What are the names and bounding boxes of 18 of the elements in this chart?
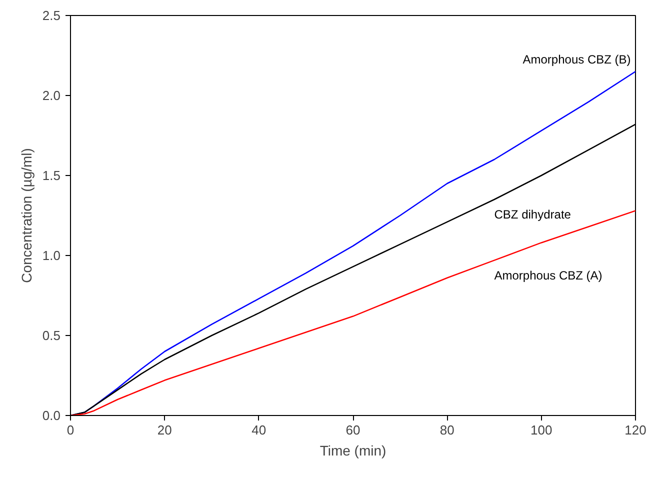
y-tick-label: 2.0 (42, 88, 61, 103)
y-tick-label: 0.0 (42, 408, 61, 423)
y-axis-title: Concentration (µg/ml) (18, 148, 34, 283)
series-label: Amorphous CBZ (A) (494, 268, 602, 282)
x-tick-label: 80 (440, 422, 454, 438)
series-label: Amorphous CBZ (B) (522, 52, 631, 66)
x-tick-label: 120 (624, 422, 646, 438)
series-label: CBZ dihydrate (494, 208, 572, 222)
y-tick-label: 1.5 (42, 168, 61, 183)
x-tick-label: 20 (157, 422, 172, 438)
x-axis-title: Time (min) (320, 442, 386, 458)
x-tick-label: 100 (530, 422, 552, 438)
y-tick-label: 0.5 (42, 328, 61, 343)
x-tick-label: 40 (252, 422, 266, 438)
y-tick-label: 1.0 (42, 248, 61, 263)
x-tick-label: 0 (66, 422, 74, 438)
x-tick-label: 60 (346, 422, 360, 438)
y-tick-label: 2.5 (42, 8, 61, 23)
